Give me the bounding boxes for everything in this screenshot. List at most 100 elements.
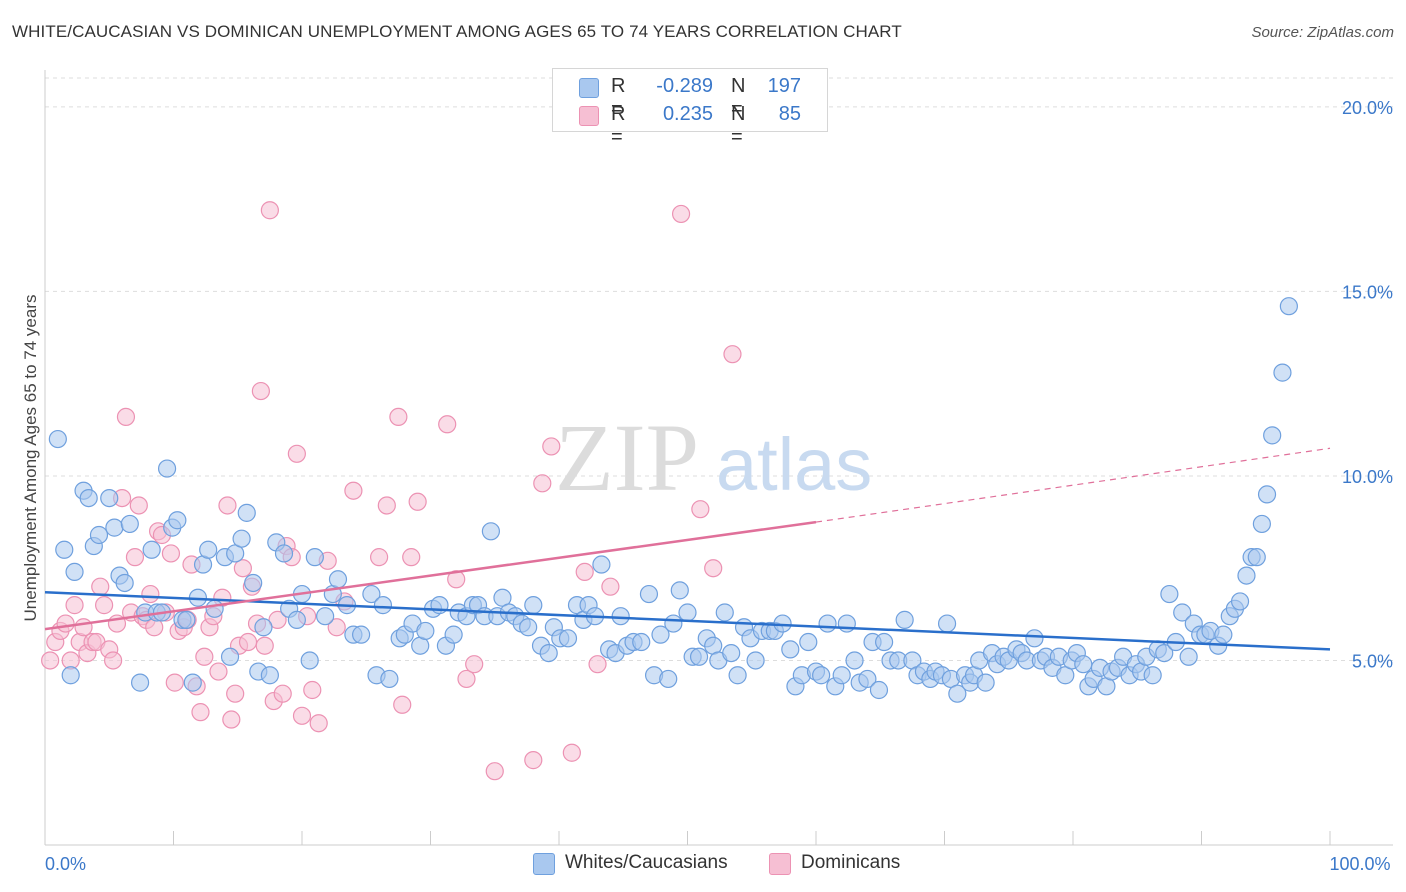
whites-point xyxy=(799,632,818,652)
whites-point xyxy=(558,629,578,648)
dominicans-point xyxy=(233,559,252,578)
trend-lines xyxy=(44,447,1331,651)
dominicans-point xyxy=(377,496,396,515)
dominicans-point xyxy=(671,204,691,224)
legend-swatch-whites xyxy=(579,78,599,98)
whites-point xyxy=(1279,297,1298,316)
whites-point xyxy=(237,503,256,522)
whites-point xyxy=(1074,655,1093,674)
whites-point xyxy=(1173,603,1192,622)
whites-point xyxy=(100,488,119,508)
whites-point xyxy=(205,599,224,618)
whites-points xyxy=(48,297,1298,703)
whites-point xyxy=(1237,566,1256,585)
dominicans-point xyxy=(161,544,181,563)
whites-point xyxy=(48,429,67,449)
axes xyxy=(44,70,1393,846)
dominicans-trend-extension xyxy=(815,447,1331,523)
whites-trend-line xyxy=(44,590,1331,651)
whites-point xyxy=(120,514,139,534)
whites-point xyxy=(305,548,324,567)
whites-point xyxy=(818,614,837,633)
dominicans-point xyxy=(704,559,723,578)
whites-point xyxy=(61,666,80,685)
y-tick-label: 20.0% xyxy=(1342,98,1393,118)
whites-point xyxy=(328,570,348,589)
legend-r-value: -0.289 xyxy=(656,75,713,97)
whites-point xyxy=(976,673,995,692)
dominicans-point xyxy=(222,710,241,729)
dominicans-point xyxy=(104,651,123,670)
whites-point xyxy=(1252,514,1271,534)
whites-point xyxy=(199,540,218,559)
dominicans-point xyxy=(195,647,214,666)
legend-r-label: R = xyxy=(611,75,626,120)
dominicans-point xyxy=(251,381,270,401)
legend-label-whites: Whites/Caucasians xyxy=(565,852,728,873)
whites-point xyxy=(611,607,630,626)
dominicans-point xyxy=(438,415,457,434)
chart-title: WHITE/CAUCASIAN VS DOMINICAN UNEMPLOYMEN… xyxy=(12,22,902,41)
tick-labels: 5.0% 10.0% 15.0% 20.0% 0.0% 100.0% xyxy=(45,98,1393,874)
whites-point xyxy=(812,666,831,685)
dominicans-point xyxy=(303,680,322,700)
dominicans-point xyxy=(91,577,110,596)
whites-point xyxy=(781,640,800,659)
dominicans-point xyxy=(226,684,245,703)
dominicans-point xyxy=(402,548,421,567)
whites-point xyxy=(444,625,463,644)
whites-point xyxy=(746,651,765,670)
dominicans-point xyxy=(268,610,287,629)
dominicans-point xyxy=(238,632,258,652)
whites-point xyxy=(1230,592,1250,611)
whites-point xyxy=(869,680,889,700)
whites-point xyxy=(481,522,500,541)
dominicans-point xyxy=(601,577,620,596)
dominicans-point xyxy=(209,662,228,681)
whites-point xyxy=(352,625,371,644)
dominicans-point xyxy=(95,596,114,615)
legend-swatch-dominicans xyxy=(769,853,791,875)
dominicans-point xyxy=(141,584,160,604)
whites-point xyxy=(168,511,187,530)
whites-point xyxy=(948,684,967,703)
whites-point xyxy=(1143,666,1162,685)
whites-point xyxy=(1155,643,1174,663)
x-tick-label: 100.0% xyxy=(1329,854,1390,874)
whites-point xyxy=(260,666,279,685)
stats-legend: R = -0.289 N = 197 R = 0.235 N = 85 xyxy=(552,68,828,148)
dominicans-point xyxy=(125,548,145,567)
whites-point xyxy=(651,625,670,644)
dominicans-point xyxy=(74,618,93,637)
dominicans-point xyxy=(408,492,427,511)
whites-point xyxy=(845,651,864,670)
whites-point xyxy=(858,669,877,689)
legend-r-label: R = xyxy=(611,103,626,148)
source-label: Source: ZipAtlas.com xyxy=(1251,24,1394,41)
legend-n-value: 197 xyxy=(767,75,801,97)
legend-n-label: N = xyxy=(731,75,746,120)
legend-swatch-dominicans xyxy=(579,106,599,126)
whites-point xyxy=(1247,548,1266,567)
whites-point xyxy=(524,596,543,615)
y-tick-label: 10.0% xyxy=(1342,467,1393,487)
whites-point xyxy=(678,603,697,622)
whites-point xyxy=(1179,647,1198,666)
dominicans-point xyxy=(524,751,543,770)
whites-point xyxy=(1257,485,1277,504)
whites-point xyxy=(1263,426,1282,445)
whites-point xyxy=(105,518,124,537)
dominicans-point xyxy=(309,714,328,733)
dominicans-point xyxy=(542,437,561,456)
legend-label-dominicans: Dominicans xyxy=(801,852,901,873)
dominicans-point xyxy=(723,345,742,364)
dominicans-point xyxy=(588,655,607,674)
dominicans-point xyxy=(65,596,84,615)
legend-r-value: 0.235 xyxy=(662,103,713,125)
dominicans-point xyxy=(485,762,504,781)
whites-point xyxy=(664,614,683,633)
whites-point xyxy=(177,610,196,629)
dominicans-point xyxy=(129,496,148,515)
dominicans-point xyxy=(533,474,552,493)
whites-point xyxy=(254,618,273,637)
